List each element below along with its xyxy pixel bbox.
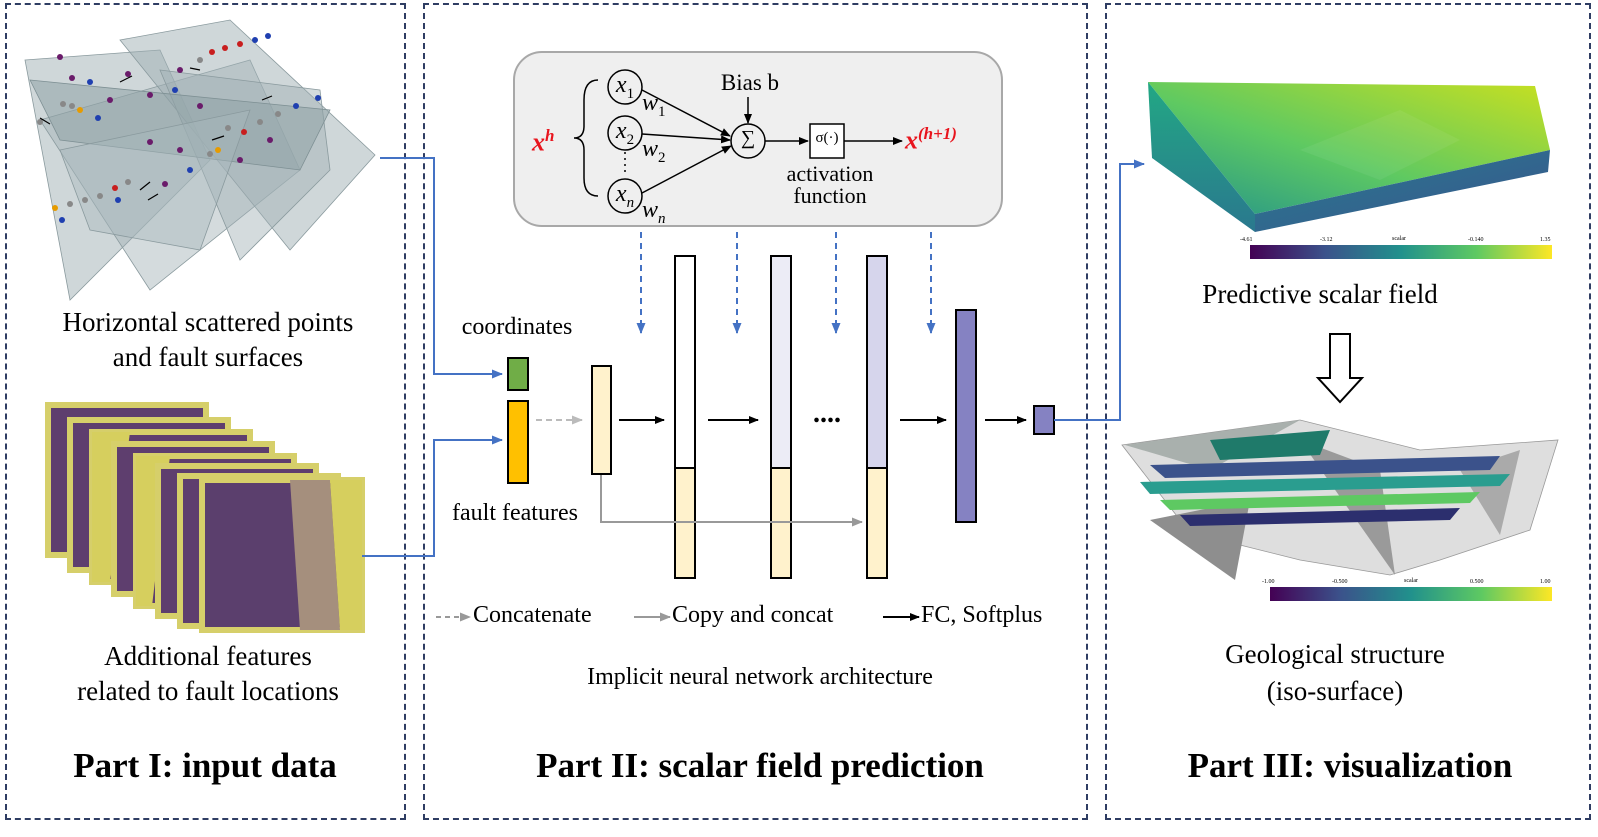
caption-additional-features-line1: Additional features [104,641,312,671]
dashed-blue-arrows [636,232,936,334]
caption-scattered-points-line1: Horizontal scattered points [62,307,354,337]
part2-subtitle: Implicit neural network architecture [587,664,933,690]
copy-concat-path [600,475,863,527]
legend-copy-concat-label: Copy and concat [672,602,834,628]
caption-scattered-points-line2: and fault surfaces [112,342,304,372]
hidden-layer-2 [770,255,792,469]
neuron-input-xn: xn [615,181,635,211]
scalar-field-block [1148,82,1550,232]
colorbar-iso-surface [1270,587,1552,601]
final-hidden-layer [955,309,977,523]
neuron-sum-symbol: ∑ [740,127,756,149]
colorbar1-tick-0: -4.61 [1240,237,1253,243]
activation-label-line2: function [793,183,867,208]
geo-structure-line1: Geological structure [1225,639,1445,669]
scattered-points [37,33,321,223]
colorbar1-tick-2: -0.140 [1468,237,1484,243]
neuron-activation-symbol: σ(·) [815,130,839,146]
panel-visualization [1105,3,1591,820]
iso-surface-illustration [1121,419,1559,580]
colorbar-scalar-field [1250,245,1552,259]
panel-input-data [5,3,406,820]
legend-fc-softplus-label: FC, Softplus [921,602,1043,628]
fault-surfaces-illustration [24,19,376,301]
neuron-diagram [573,69,903,214]
colorbar2-tick-0: -1.00 [1262,579,1275,585]
colorbar2-tick-1: -0.500 [1332,579,1348,585]
neuron-weight-w2: w2 [642,136,666,166]
part3-title: Part III: visualization [1187,746,1513,785]
colorbar1-tick-3: 1.35 [1540,237,1551,243]
colorbar2-tick-3: 1.00 [1540,579,1551,585]
input-layer [591,365,612,475]
colorbar1-label: scalar [1392,236,1406,242]
coordinates-label: coordinates [461,314,573,340]
hidden-layer-3-skip [866,467,888,579]
legend-concatenate-label: Concatenate [473,602,592,628]
panel-scalar-field-prediction [423,3,1088,820]
hidden-layer-3 [866,255,888,469]
geo-structure-line2: (iso-surface) [1266,676,1404,706]
output-connector [1054,159,1145,421]
colorbar2-tick-2: 0.500 [1470,579,1484,585]
part1-title: Part I: input data [73,746,337,785]
scalar-field-label: Predictive scalar field [1202,279,1438,309]
input-connectors [362,157,503,557]
coordinates-block [507,357,529,391]
neuron-input-x2: x2 [615,118,635,148]
colorbar1-tick-1: -3.12 [1320,237,1333,243]
fault-feature-slices [45,402,365,633]
colorbar2-label: scalar [1404,578,1418,584]
hidden-layer-1 [674,255,696,469]
fault-features-block [507,400,529,484]
neuron-bias-label: Bias b [720,70,780,95]
neuron-weight-wn: wn [642,197,666,227]
neuron-weight-w1: w1 [642,90,666,120]
caption-additional-features-line2: related to fault locations [77,676,339,706]
fault-features-label: fault features [452,500,578,526]
activation-label-line1: activation [786,161,874,186]
down-arrow [1315,333,1365,404]
output-node [1033,405,1055,435]
neuron-input-label: xh [532,126,555,157]
layer-ellipsis: .... [813,398,841,429]
neuron-input-x1: x1 [615,72,635,102]
part2-title: Part II: scalar field prediction [536,746,984,785]
neuron-output-label: x(h+1) [905,124,957,155]
